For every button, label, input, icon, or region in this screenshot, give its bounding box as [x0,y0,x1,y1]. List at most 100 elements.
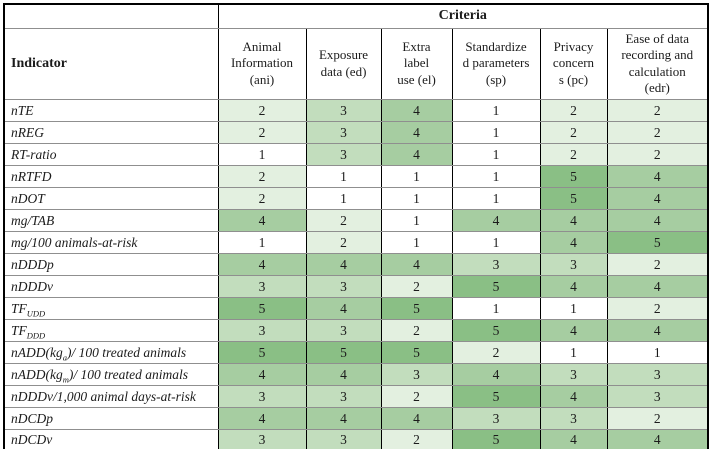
data-cell-el: 2 [380,385,453,408]
criteria-header-row: Criteria [3,3,709,29]
row-indicator: nTE [3,99,219,122]
data-cell-ani: 3 [217,385,307,408]
data-cell-pc: 4 [539,231,608,254]
row-indicator: nDCDp [3,407,219,430]
data-cell-el: 2 [380,319,453,342]
row-indicator: nDDDv [3,275,219,298]
data-cell-sp: 5 [451,385,541,408]
data-cell-el: 4 [380,121,453,144]
table-row: mg/100 animals-at-risk 1 2 1 1 4 5 [3,231,709,254]
column-header-ed: Exposure data (ed) [305,27,382,100]
row-indicator: mg/TAB [3,209,219,232]
data-cell-ani: 4 [217,209,307,232]
data-cell-pc: 1 [539,297,608,320]
data-cell-ed: 3 [305,319,382,342]
data-cell-ani: 1 [217,231,307,254]
data-cell-el: 4 [380,407,453,430]
data-cell-ani: 5 [217,297,307,320]
data-cell-sp: 5 [451,429,541,449]
data-cell-edr: 4 [606,429,709,449]
table-row: nREG 2 3 4 1 2 2 [3,121,709,144]
data-cell-pc: 2 [539,143,608,166]
data-cell-el: 2 [380,429,453,449]
row-indicator: nRTFD [3,165,219,188]
row-indicator: nREG [3,121,219,144]
table-row: nTE 2 3 4 1 2 2 [3,99,709,122]
data-cell-pc: 3 [539,363,608,386]
table-row: TFUDD 5 4 5 1 1 2 [3,297,709,320]
column-header-row: Indicator Animal Information (ani) Expos… [3,27,709,100]
data-cell-edr: 2 [606,297,709,320]
corner-cell [3,3,219,29]
table-body: nTE 2 3 4 1 2 2 nREG 2 3 4 1 2 2 RT-rati… [3,99,709,449]
data-cell-sp: 1 [451,121,541,144]
data-cell-edr: 4 [606,209,709,232]
data-cell-pc: 4 [539,275,608,298]
table-row: nDDDv/1,000 animal days-at-risk 3 3 2 5 … [3,385,709,408]
data-cell-el: 5 [380,341,453,364]
table-row: TFDDD 3 3 2 5 4 4 [3,319,709,342]
data-cell-el: 5 [380,297,453,320]
data-cell-edr: 3 [606,363,709,386]
column-header-pc: Privacy concern s (pc) [539,27,608,100]
row-indicator: nDCDv [3,429,219,449]
data-cell-edr: 3 [606,385,709,408]
data-cell-sp: 1 [451,297,541,320]
data-cell-pc: 1 [539,341,608,364]
data-cell-ani: 2 [217,187,307,210]
table-row: mg/TAB 4 2 1 4 4 4 [3,209,709,232]
data-cell-pc: 5 [539,187,608,210]
table-row: nDDDp 4 4 4 3 3 2 [3,253,709,276]
data-cell-ani: 3 [217,275,307,298]
table-row: nDDDv 3 3 2 5 4 4 [3,275,709,298]
data-cell-ani: 1 [217,143,307,166]
data-cell-pc: 4 [539,209,608,232]
row-indicator: TFUDD [3,297,219,320]
data-cell-edr: 2 [606,407,709,430]
data-cell-ed: 4 [305,363,382,386]
data-cell-ed: 3 [305,275,382,298]
data-cell-edr: 2 [606,253,709,276]
data-cell-edr: 4 [606,319,709,342]
data-cell-sp: 5 [451,319,541,342]
table-row: nDCDp 4 4 4 3 3 2 [3,407,709,430]
data-cell-ed: 3 [305,143,382,166]
data-cell-ed: 1 [305,165,382,188]
data-cell-ed: 2 [305,209,382,232]
data-cell-el: 2 [380,275,453,298]
data-cell-sp: 1 [451,231,541,254]
data-cell-pc: 4 [539,429,608,449]
row-indicator: TFDDD [3,319,219,342]
data-cell-edr: 4 [606,187,709,210]
data-cell-edr: 4 [606,275,709,298]
data-cell-el: 1 [380,187,453,210]
data-cell-pc: 4 [539,319,608,342]
row-indicator: nDDDv/1,000 animal days-at-risk [3,385,219,408]
row-indicator: RT-ratio [3,143,219,166]
data-cell-ani: 4 [217,407,307,430]
data-cell-sp: 4 [451,363,541,386]
data-cell-ani: 4 [217,253,307,276]
row-indicator: nADD(kgm)/ 100 treated animals [3,363,219,386]
data-cell-ed: 3 [305,99,382,122]
data-cell-el: 1 [380,165,453,188]
data-cell-ani: 2 [217,121,307,144]
row-indicator: nDOT [3,187,219,210]
data-cell-el: 4 [380,143,453,166]
data-cell-sp: 3 [451,253,541,276]
data-cell-ani: 5 [217,341,307,364]
data-cell-sp: 5 [451,275,541,298]
data-cell-sp: 1 [451,143,541,166]
data-cell-el: 3 [380,363,453,386]
criteria-group-header: Criteria [217,3,709,29]
column-header-ani: Animal Information (ani) [217,27,307,100]
table-row: nDOT 2 1 1 1 5 4 [3,187,709,210]
data-cell-ani: 4 [217,363,307,386]
row-indicator: mg/100 animals-at-risk [3,231,219,254]
data-cell-sp: 1 [451,99,541,122]
column-header-edr: Ease of data recording and calculation (… [606,27,709,100]
data-cell-sp: 2 [451,341,541,364]
data-cell-pc: 4 [539,385,608,408]
table-row: RT-ratio 1 3 4 1 2 2 [3,143,709,166]
